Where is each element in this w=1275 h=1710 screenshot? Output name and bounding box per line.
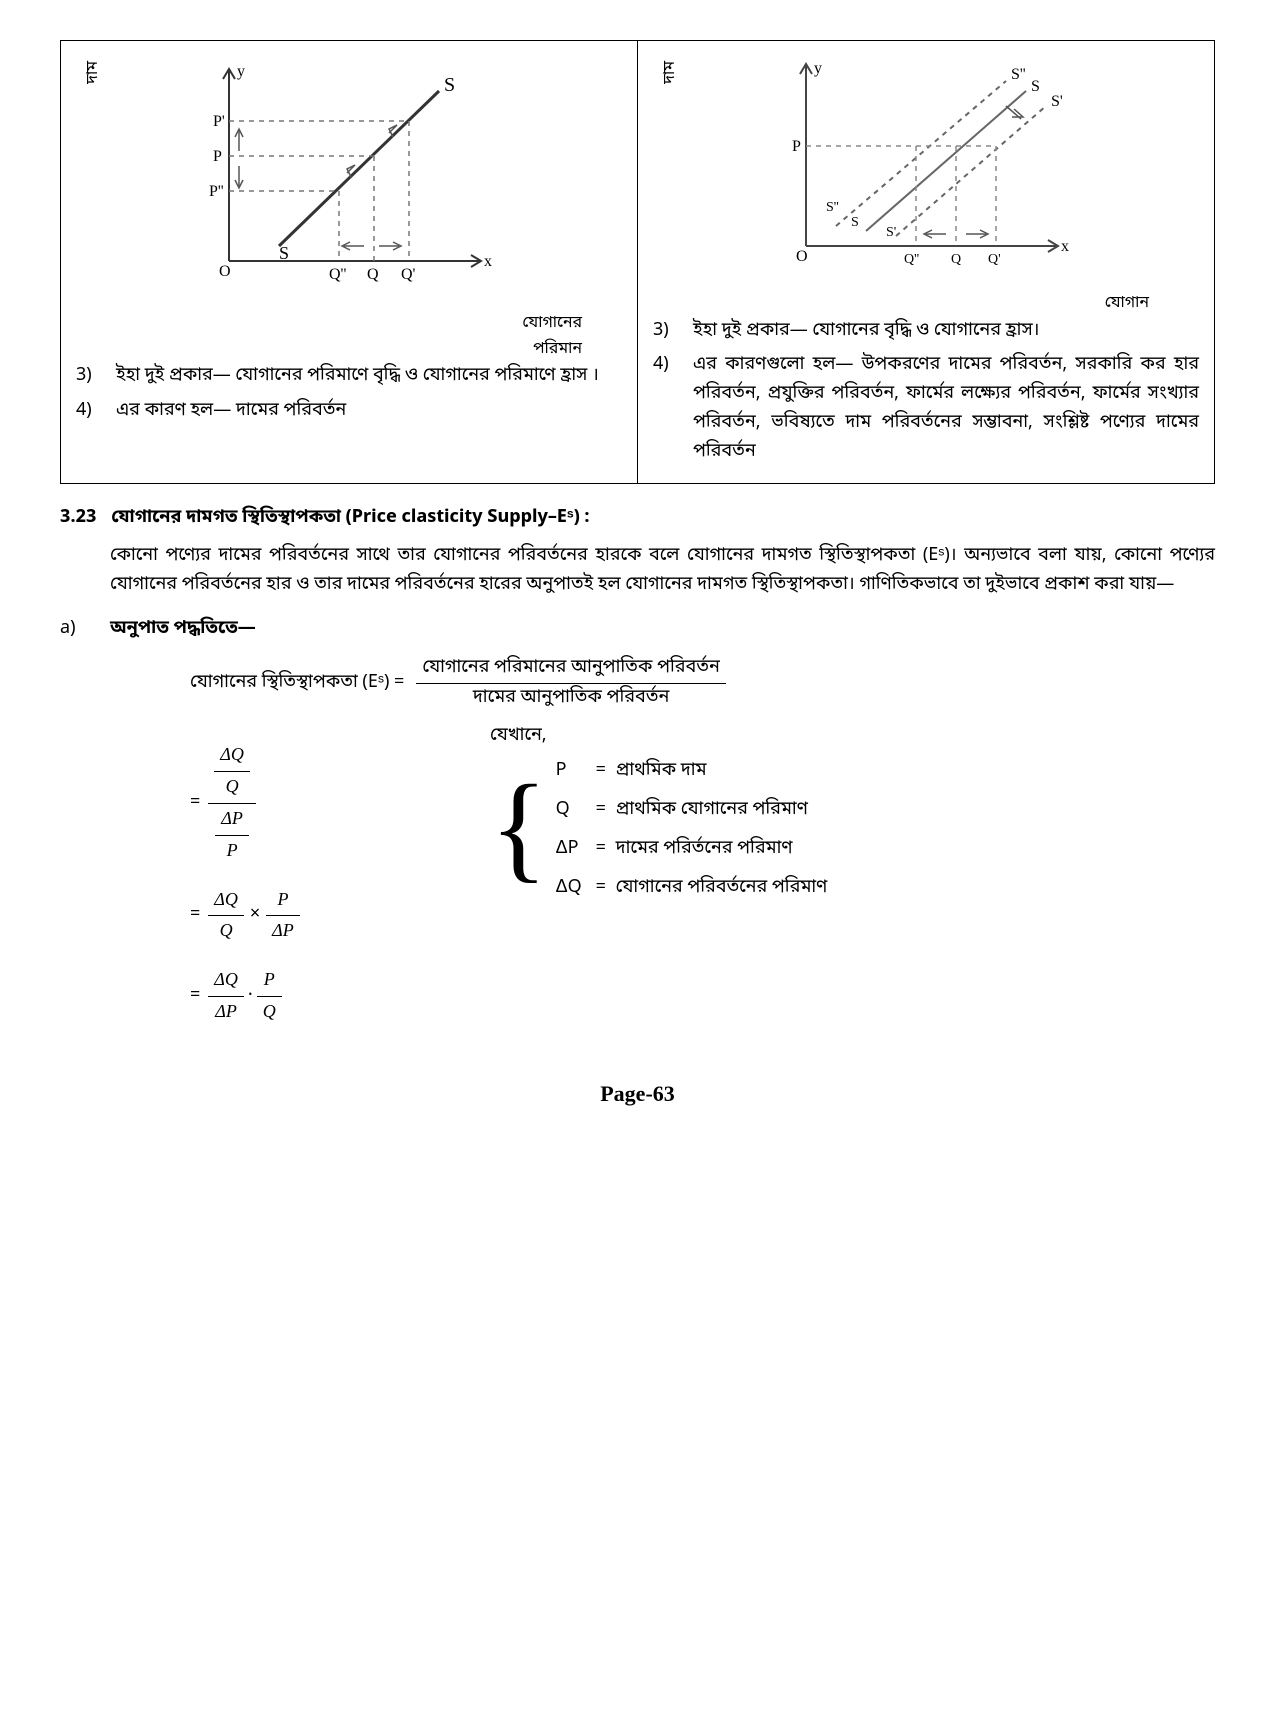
brace-icon: { xyxy=(490,757,548,902)
right-x-label: যোগান xyxy=(653,291,1149,317)
item-number: 4) xyxy=(653,351,693,466)
section-heading: 3.23 যোগানের দামগত স্থিতিস্থাপকতা (Price… xyxy=(60,504,1215,533)
right-column: P S'' S S' S'' S S' xyxy=(638,41,1214,483)
svg-text:Q': Q' xyxy=(988,252,1001,267)
definitions: P=প্রাথমিক দাম Q=প্রাথমিক যোগানের পরিমাণ… xyxy=(556,757,828,902)
sub-label: a) xyxy=(60,615,110,644)
def-p: প্রাথমিক দাম xyxy=(616,757,828,786)
section-number: 3.23 xyxy=(60,504,97,533)
svg-text:S: S xyxy=(444,74,455,96)
item-number: 3) xyxy=(76,362,116,391)
svg-text:Q: Q xyxy=(951,252,961,267)
svg-text:S': S' xyxy=(1051,93,1063,110)
eq-step-2: = ΔQ Q × P ΔP xyxy=(190,885,390,948)
formula-ratio: যোগানের স্থিতিস্থাপকতা (Eˢ) = যোগানের পর… xyxy=(190,654,1215,713)
svg-text:P: P xyxy=(792,138,801,155)
left-item-4: 4) এর কারণ হল— দামের পরিবর্তন xyxy=(76,397,622,426)
right-y-label: দাম xyxy=(658,61,684,84)
formula-fraction: যোগানের পরিমানের আনুপাতিক পরিবর্তন দামের… xyxy=(416,654,725,713)
svg-text:Q'': Q'' xyxy=(904,252,919,267)
svg-text:S'': S'' xyxy=(1011,66,1026,83)
sym-q: Q xyxy=(556,796,596,825)
svg-text:Q'': Q'' xyxy=(329,266,346,283)
equation-steps: = ΔQ Q ΔP P = ΔQ Q xyxy=(190,722,390,1045)
left-y-label: দাম xyxy=(81,61,107,84)
def-dq: যোগানের পরিবর্তনের পরিমাণ xyxy=(616,874,828,903)
item-number: 4) xyxy=(76,397,116,426)
svg-text:P: P xyxy=(213,148,222,165)
svg-text:S'': S'' xyxy=(826,200,839,215)
def-dp: দামের পরির্তনের পরিমাণ xyxy=(616,835,828,864)
sub-item-a: a) অনুপাত পদ্ধতিতে— xyxy=(60,615,1215,644)
where-block: যেখানে, { P=প্রাথমিক দাম Q=প্রাথমিক যোগা… xyxy=(490,722,827,902)
sym-p: P xyxy=(556,757,596,786)
left-item-3: 3) ইহা দুই প্রকার— যোগানের পরিমাণে বৃদ্ধ… xyxy=(76,362,622,391)
sym-dq: ΔQ xyxy=(556,874,596,903)
svg-text:P'': P'' xyxy=(209,183,224,200)
item-text: এর কারণ হল— দামের পরিবর্তন xyxy=(116,397,622,426)
sym-dp: ΔP xyxy=(556,835,596,864)
left-x-label-2: পরিমান xyxy=(76,337,582,363)
fraction-numerator: যোগানের পরিমানের আনুপাতিক পরিবর্তন xyxy=(416,654,725,684)
right-item-3: 3) ইহা দুই প্রকার— যোগানের বৃদ্ধি ও যোগা… xyxy=(653,317,1199,346)
comparison-box: P' P P'' S S xyxy=(60,40,1215,484)
svg-text:P': P' xyxy=(213,113,225,130)
svg-text:O: O xyxy=(219,263,231,280)
svg-text:S: S xyxy=(279,243,289,263)
left-column: P' P P'' S S xyxy=(61,41,638,483)
item-text: ইহা দুই প্রকার— যোগানের পরিমাণে বৃদ্ধি ও… xyxy=(116,362,622,391)
sub-title: অনুপাত পদ্ধতিতে— xyxy=(110,615,256,644)
svg-text:S': S' xyxy=(886,225,896,240)
page-number: Page-63 xyxy=(60,1076,1215,1111)
svg-text:S: S xyxy=(1031,78,1040,95)
eq-step-1: = ΔQ Q ΔP P xyxy=(190,740,390,866)
svg-text:Q': Q' xyxy=(401,266,416,283)
def-q: প্রাথমিক যোগানের পরিমাণ xyxy=(616,796,828,825)
section-title: যোগানের দামগত স্থিতিস্থাপকতা (Price clas… xyxy=(111,506,589,530)
svg-text:S: S xyxy=(851,215,859,230)
svg-text:Q: Q xyxy=(367,266,379,283)
eq-step-3: = ΔQ ΔP · P Q xyxy=(190,965,390,1028)
item-number: 3) xyxy=(653,317,693,346)
fraction-denominator: দামের আনুপাতিক পরিবর্তন xyxy=(416,684,725,713)
section-paragraph: কোনো পণ্যের দামের পরিবর্তনের সাথে তার যো… xyxy=(110,542,1215,600)
item-text: ইহা দুই প্রকার— যোগানের বৃদ্ধি ও যোগানের… xyxy=(693,317,1199,346)
where-title: যেখানে, xyxy=(490,722,827,751)
right-chart: P S'' S S' S'' S S' xyxy=(756,51,1096,281)
svg-text:O: O xyxy=(796,248,808,265)
left-chart: P' P P'' S S xyxy=(179,51,519,301)
svg-text:y: y xyxy=(237,63,245,80)
formula-lhs: যোগানের স্থিতিস্থাপকতা (Eˢ) = xyxy=(190,669,404,698)
left-x-label-1: যোগানের xyxy=(76,311,582,337)
right-item-4: 4) এর কারণগুলো হল— উপকরণের দামের পরিবর্ত… xyxy=(653,351,1199,466)
svg-text:x: x xyxy=(1061,238,1069,255)
svg-text:y: y xyxy=(814,60,822,77)
item-text: এর কারণগুলো হল— উপকরণের দামের পরিবর্তন, … xyxy=(693,351,1199,466)
svg-text:x: x xyxy=(484,253,492,270)
equation-wrapper: = ΔQ Q ΔP P = ΔQ Q xyxy=(190,722,1215,1045)
